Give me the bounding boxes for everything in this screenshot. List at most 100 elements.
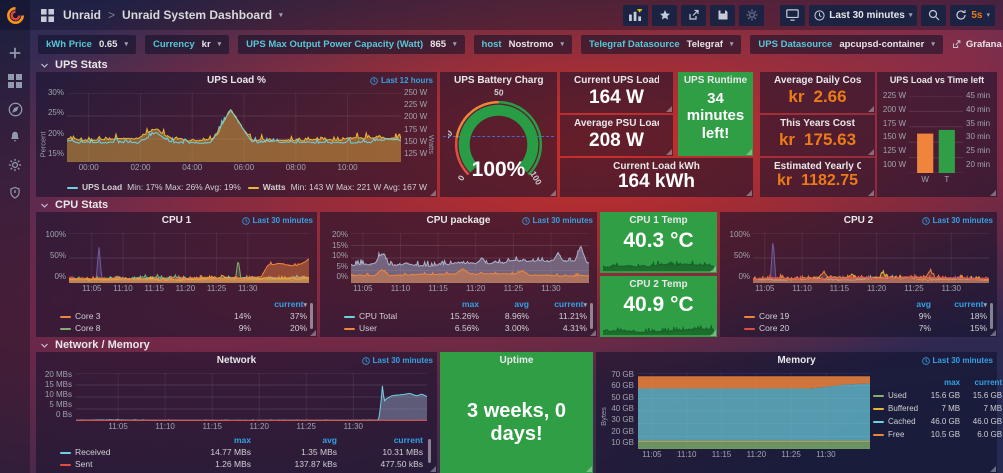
- create-plus-icon[interactable]: [6, 44, 24, 62]
- variable-ups-max-capacity[interactable]: UPS Max Output Power Capacity (Watt) 865…: [238, 34, 465, 54]
- breadcrumb-caret-icon[interactable]: ▾: [279, 12, 283, 19]
- variable-kwh-price[interactable]: kWh Price 0.65 ▾: [38, 34, 136, 54]
- alerting-bell-icon[interactable]: [6, 128, 24, 146]
- configuration-gear-icon[interactable]: [6, 156, 24, 174]
- link-grafana-plex-theme[interactable]: Grafana Plex Theme: [952, 39, 1003, 50]
- panel-time-range[interactable]: Last 30 minutes: [921, 356, 993, 365]
- dashboards-icon[interactable]: [6, 72, 24, 90]
- row-header-network-memory[interactable]: Network / Memory: [40, 339, 150, 351]
- legend-scrollbar[interactable]: [310, 303, 313, 329]
- explore-compass-icon[interactable]: [6, 100, 24, 118]
- row-header-cpu-stats[interactable]: CPU Stats: [40, 199, 108, 211]
- series-name[interactable]: Used: [873, 391, 918, 400]
- panel-title[interactable]: CPU 1 Temp: [629, 215, 688, 226]
- panel-time-range[interactable]: Last 30 minutes: [241, 216, 313, 225]
- clock-icon: [814, 9, 825, 21]
- series-name[interactable]: UPS Load: [82, 182, 123, 192]
- panel-title[interactable]: Current Load kWh: [613, 161, 700, 172]
- legend-col-avg[interactable]: avg: [514, 299, 529, 309]
- legend-col-max[interactable]: max: [461, 299, 479, 309]
- panel-title[interactable]: UPS Load %: [207, 75, 266, 86]
- panel-title[interactable]: CPU 2 Temp: [629, 279, 688, 290]
- time-range-label: Last 30 minutes: [932, 356, 993, 365]
- time-range-picker[interactable]: Last 30 minutes ▾: [809, 4, 918, 26]
- cpu-package-chart[interactable]: [351, 233, 589, 283]
- panel-time-range[interactable]: Last 30 minutes: [921, 216, 993, 225]
- series-name[interactable]: Free: [873, 430, 918, 439]
- series-name[interactable]: Core 8: [60, 323, 201, 333]
- series-name[interactable]: Watts: [262, 182, 286, 192]
- breadcrumb-title[interactable]: Unraid System Dashboard: [122, 8, 273, 22]
- external-link-icon: [952, 39, 961, 48]
- legend-col-max[interactable]: max: [944, 378, 961, 387]
- panel-time-range[interactable]: Last 30 minutes: [361, 356, 433, 365]
- legend-scrollbar[interactable]: [590, 303, 593, 329]
- add-panel-button[interactable]: [623, 4, 649, 26]
- variable-value: kr: [201, 38, 211, 50]
- panel-time-range[interactable]: Last 30 minutes: [521, 216, 593, 225]
- variable-ups-datasource[interactable]: UPS Datasource apcupsd-container ▾: [750, 34, 943, 54]
- legend-col-avg[interactable]: avg: [322, 435, 337, 445]
- panel-title[interactable]: UPS Runtime: [683, 75, 748, 86]
- legend-col-current[interactable]: current: [974, 378, 1003, 387]
- legend-col-current[interactable]: current▾: [274, 299, 307, 309]
- panel-title[interactable]: Memory: [777, 355, 816, 366]
- settings-gear-icon[interactable]: [739, 4, 765, 26]
- panel-title[interactable]: UPS Battery Charge: [454, 75, 543, 86]
- legend-scrollbar[interactable]: [990, 303, 993, 329]
- series-name[interactable]: Core 3: [60, 311, 201, 321]
- zoom-out-button[interactable]: [921, 4, 947, 26]
- series-name[interactable]: Sent: [60, 459, 165, 469]
- battery-gauge[interactable]: 0 20 50 100: [448, 88, 549, 189]
- cpu1-chart[interactable]: [69, 233, 309, 283]
- row-header-ups-stats[interactable]: UPS Stats: [40, 59, 108, 71]
- breadcrumb-folder[interactable]: Unraid: [63, 8, 102, 22]
- refresh-interval[interactable]: 5s: [971, 9, 983, 21]
- panel-title[interactable]: UPS Load vs Time left: [889, 75, 985, 85]
- server-admin-shield-icon[interactable]: [6, 184, 24, 202]
- memory-chart[interactable]: [638, 373, 870, 449]
- panel-title[interactable]: CPU package: [426, 215, 491, 226]
- series-name[interactable]: User: [344, 323, 423, 333]
- legend-col-avg[interactable]: avg: [916, 299, 931, 309]
- grafana-logo[interactable]: [0, 0, 30, 30]
- series-stats: Min: 143 W Max: 221 W Avg: 167 W: [290, 182, 427, 192]
- panel-title[interactable]: Network: [216, 355, 257, 366]
- legend-col-current[interactable]: current▾: [554, 299, 587, 309]
- variable-host[interactable]: host Nostromo ▾: [473, 34, 572, 54]
- series-name[interactable]: Cached: [873, 417, 918, 426]
- ups-load-chart[interactable]: [67, 93, 401, 162]
- variable-currency[interactable]: Currency kr ▾: [144, 34, 230, 54]
- cpu2-chart[interactable]: [753, 233, 989, 283]
- legend-col-avg[interactable]: [201, 299, 251, 309]
- series-name[interactable]: Received: [60, 447, 165, 457]
- panel-title[interactable]: Current UPS Load: [574, 75, 659, 86]
- legend-col-current[interactable]: current: [393, 435, 423, 445]
- share-button[interactable]: [681, 4, 707, 26]
- panel-ups-battery-charge: UPS Battery Charge 0 20 50 100 100%: [440, 72, 557, 197]
- panel-title[interactable]: Average Daily Cost: [774, 75, 861, 86]
- panel-time-range[interactable]: Last 12 hours: [370, 76, 433, 85]
- star-button[interactable]: [652, 4, 678, 26]
- network-chart[interactable]: [76, 373, 427, 421]
- legend-col-max[interactable]: max: [233, 435, 251, 445]
- y-axis-ticks-left: 30% 25% 20% 15%: [47, 88, 64, 158]
- save-button[interactable]: [710, 4, 736, 26]
- series-name[interactable]: CPU Total: [344, 311, 423, 321]
- y-axis-label: Bytes: [598, 407, 608, 426]
- legend-col-current[interactable]: current▾: [954, 299, 987, 309]
- panel-title[interactable]: CPU 2: [843, 215, 874, 226]
- panel-title[interactable]: Average PSU Load: [574, 118, 659, 129]
- series-name[interactable]: Buffered: [873, 404, 918, 413]
- tv-kiosk-button[interactable]: [780, 4, 806, 26]
- series-name[interactable]: Core 19: [744, 311, 881, 321]
- ups-load-vs-time-chart[interactable]: [909, 96, 963, 173]
- panel-title[interactable]: This Years Cost: [780, 118, 855, 129]
- refresh-button[interactable]: 5s ▾: [950, 4, 995, 26]
- variable-telegraf-datasource[interactable]: Telegraf Datasource Telegraf ▾: [581, 34, 742, 54]
- panel-title[interactable]: Estimated Yearly Cost: [774, 161, 861, 172]
- panel-title[interactable]: Uptime: [499, 355, 534, 366]
- series-name[interactable]: Core 20: [744, 323, 881, 333]
- panel-title[interactable]: CPU 1: [161, 215, 192, 226]
- legend-scrollbar[interactable]: [428, 439, 431, 463]
